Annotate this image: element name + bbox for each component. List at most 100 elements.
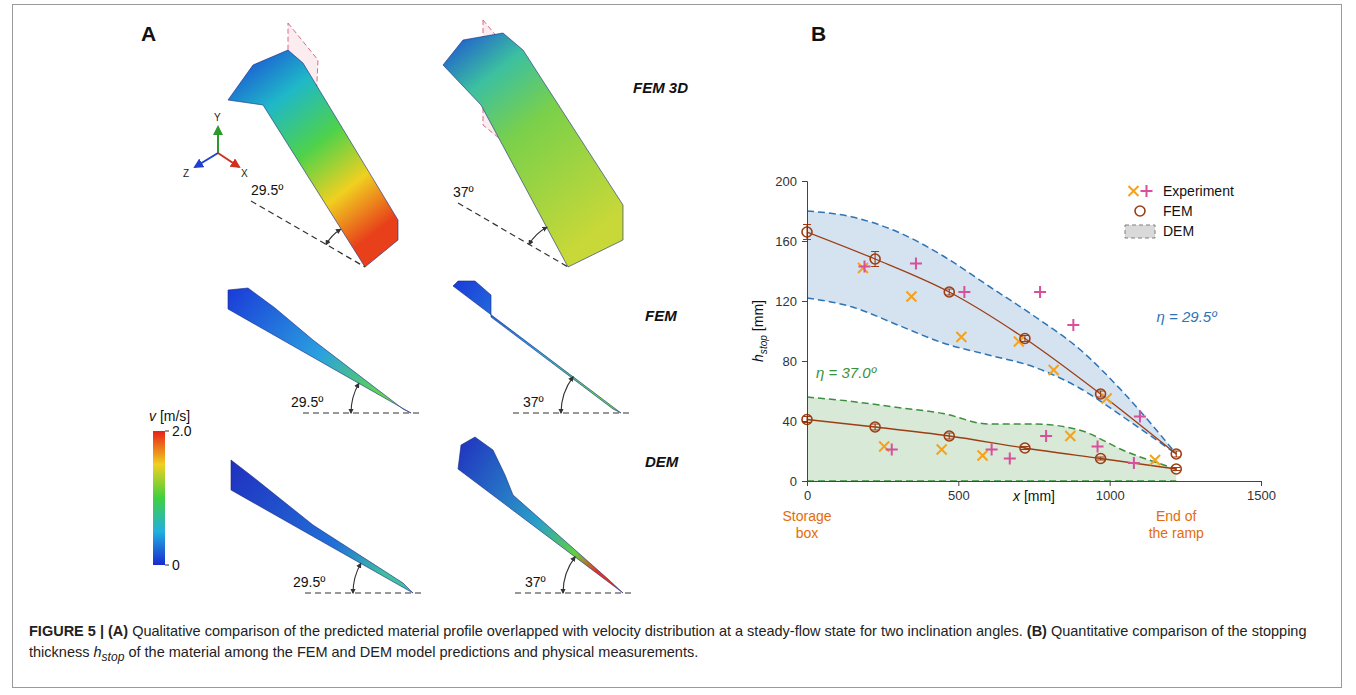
error-bar xyxy=(1021,447,1029,450)
marker-shape xyxy=(886,444,898,456)
legend-symbol xyxy=(1129,186,1139,196)
caption-text: (B) xyxy=(1027,623,1047,639)
data-point xyxy=(986,444,998,456)
legend-label: Experiment xyxy=(1163,183,1234,199)
marker-shape xyxy=(958,286,970,298)
y-axis-tick-label: 80 xyxy=(783,354,797,369)
data-point xyxy=(1049,365,1059,375)
y-axis-tick-mark xyxy=(802,481,807,482)
error-bar xyxy=(945,289,953,295)
data-point xyxy=(1150,455,1160,465)
plot-markers xyxy=(802,225,1181,475)
caption-text: FIGURE 5 | xyxy=(29,623,108,639)
angle-arc xyxy=(529,227,547,244)
marker-shape xyxy=(1065,431,1075,441)
x-axis-tick: 1500 xyxy=(1247,481,1276,503)
error-bar xyxy=(871,252,879,267)
data-point xyxy=(1171,464,1181,474)
data-point xyxy=(1134,411,1146,423)
caption-text: Qualitative comparison of the predicted … xyxy=(128,623,1027,639)
marker-shape xyxy=(1020,334,1030,344)
marker-shape xyxy=(978,451,988,461)
marker-shape xyxy=(1096,389,1106,399)
marker-shape xyxy=(870,254,880,264)
caption: FIGURE 5 | (A) Qualitative comparison of… xyxy=(29,621,1324,668)
reference-line xyxy=(458,203,568,267)
marker-shape xyxy=(1092,441,1104,453)
legend-symbol xyxy=(1141,185,1153,197)
x-axis-tick-label: 0 xyxy=(804,488,811,503)
marker-shape xyxy=(870,422,880,432)
x-axis-tick: 0 xyxy=(804,481,811,503)
row-label: FEM xyxy=(645,307,677,324)
marker-shape xyxy=(937,445,947,455)
legend: ExperimentFEMDEM xyxy=(1125,183,1234,239)
y-axis-tick-mark xyxy=(802,361,807,362)
legend-symbol xyxy=(1135,206,1145,216)
reference-line xyxy=(305,592,421,593)
colorbar-tick-label: 2.0 xyxy=(172,423,192,439)
annotation: η = 29.5º xyxy=(1157,308,1219,325)
y-axis-tick-label: 160 xyxy=(775,234,797,249)
x-note: End ofthe ramp xyxy=(1149,508,1204,541)
x-note-line: the ramp xyxy=(1149,525,1204,541)
data-point xyxy=(1171,449,1181,459)
error-bar xyxy=(945,433,953,439)
dem-band-edge xyxy=(807,397,1176,469)
marker-shape xyxy=(1049,365,1059,375)
data-point xyxy=(906,292,916,302)
x-axis-title: x [mm] xyxy=(1012,488,1055,504)
reference-line xyxy=(515,592,631,593)
text-part: stop xyxy=(758,335,769,354)
text-part: h xyxy=(750,354,766,362)
text-part: [mm] xyxy=(750,300,766,335)
data-point xyxy=(886,444,898,456)
marker-shape xyxy=(1171,449,1181,459)
x-axis-tick-label: 1000 xyxy=(1096,488,1125,503)
x-note-line: box xyxy=(796,525,819,541)
y-axis-tick: 200 xyxy=(775,174,807,189)
error-bar xyxy=(1021,336,1029,342)
material-dem xyxy=(231,460,413,593)
angle-arc xyxy=(353,563,361,593)
reference-line xyxy=(251,201,365,267)
marker-shape xyxy=(1150,455,1160,465)
angle-label: 37º xyxy=(523,394,544,410)
data-point xyxy=(1067,319,1079,331)
marker-shape xyxy=(910,258,922,270)
y-axis-tick: 0 xyxy=(790,474,807,489)
data-point xyxy=(1040,430,1052,442)
x-axis-tick: 1000 xyxy=(1096,481,1125,503)
data-point xyxy=(859,261,871,273)
colorbar-title: v [m/s] xyxy=(149,408,190,424)
data-point xyxy=(910,258,922,270)
reference-line xyxy=(513,412,629,413)
angle-label: 37º xyxy=(525,574,546,590)
x-axis-tick-mark xyxy=(1110,481,1111,486)
triad-label: X xyxy=(241,168,248,179)
marker-shape xyxy=(1004,453,1016,465)
marker-shape xyxy=(1171,464,1181,474)
marker-shape xyxy=(1067,319,1079,331)
text-part: [mm] xyxy=(1020,488,1055,504)
angle-label: 29.5º xyxy=(293,574,325,590)
panel-letter: A xyxy=(141,22,156,45)
dem-band-edge xyxy=(807,480,1176,481)
x-axis-tick-label: 500 xyxy=(948,488,970,503)
y-axis-tick: 80 xyxy=(783,354,807,369)
x-note-line: Storage xyxy=(782,508,831,524)
error-bar xyxy=(1172,468,1180,471)
angle-label: 37º xyxy=(453,184,474,200)
y-axis: 04080120160200 xyxy=(775,174,807,489)
data-point xyxy=(956,332,966,342)
marker-shape xyxy=(944,431,954,441)
marker-shape xyxy=(956,332,966,342)
material-2d xyxy=(228,288,411,413)
marker-shape xyxy=(859,261,871,273)
x-axis-line xyxy=(808,482,1262,487)
marker-shape xyxy=(858,263,868,273)
data-point xyxy=(1092,441,1104,453)
legend-marker xyxy=(1129,186,1139,196)
text-part: [m/s] xyxy=(156,408,190,424)
colorbar-tick-label: 0 xyxy=(172,557,180,573)
